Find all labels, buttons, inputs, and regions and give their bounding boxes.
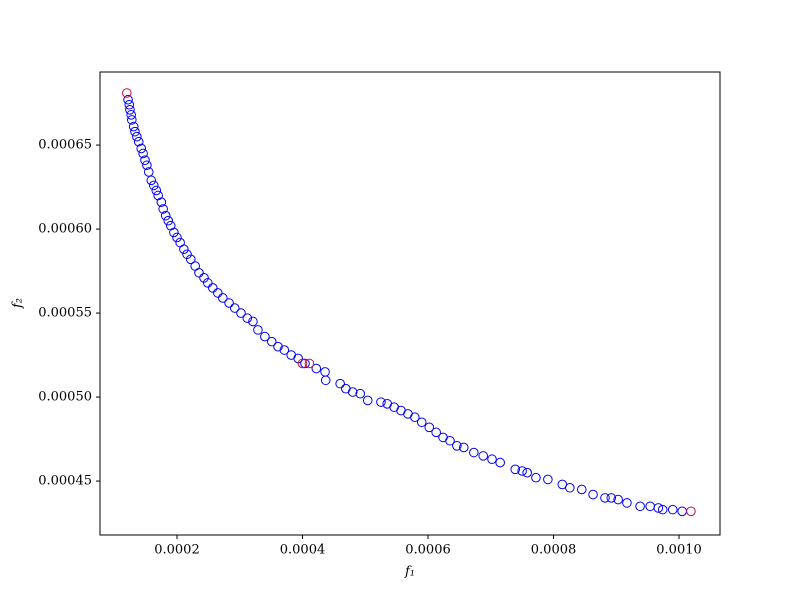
point — [588, 489, 598, 500]
point — [311, 363, 322, 374]
point — [653, 503, 664, 513]
point — [469, 447, 479, 458]
point — [565, 482, 575, 493]
point — [279, 345, 290, 355]
point — [163, 215, 174, 226]
x-tick-label: 0.0006 — [405, 543, 451, 558]
y-tick-label: 0.00045 — [38, 474, 92, 489]
point — [242, 313, 253, 323]
y-tick-label: 0.00060 — [38, 222, 92, 237]
point — [297, 358, 308, 369]
point — [347, 387, 358, 397]
point — [320, 375, 331, 386]
point — [146, 175, 157, 186]
point — [248, 316, 258, 327]
point — [522, 467, 532, 478]
point — [132, 131, 142, 142]
x-tick-label: 0.0004 — [280, 543, 326, 558]
point — [667, 504, 678, 515]
point — [606, 493, 617, 503]
point — [622, 498, 632, 508]
x-tick-label: 0.0010 — [656, 543, 702, 558]
point — [165, 220, 176, 231]
point — [136, 143, 147, 154]
point — [236, 308, 246, 318]
x-tick-label: 0.0008 — [531, 543, 577, 558]
point — [576, 484, 587, 495]
point — [657, 504, 668, 515]
point — [416, 417, 427, 428]
point — [266, 336, 277, 347]
point — [253, 325, 263, 335]
point — [186, 254, 196, 265]
point — [478, 451, 489, 461]
point — [224, 298, 234, 308]
y-tick-label: 0.00050 — [38, 390, 92, 405]
point — [495, 457, 505, 468]
y-tick-label: 0.00065 — [38, 138, 92, 153]
point — [458, 442, 469, 453]
point — [128, 121, 139, 132]
point — [194, 267, 204, 278]
point — [207, 283, 218, 293]
y-axis-label: f₂ — [11, 298, 26, 309]
point — [172, 232, 182, 243]
point — [531, 472, 541, 483]
point — [156, 197, 167, 207]
point — [179, 244, 189, 255]
point — [260, 331, 270, 342]
point — [138, 148, 148, 159]
y-tick-label: 0.00055 — [38, 306, 92, 321]
point — [304, 358, 315, 369]
x-tick-label: 0.0002 — [154, 543, 200, 558]
point — [335, 378, 345, 389]
point — [123, 94, 133, 105]
point — [362, 395, 373, 406]
point — [376, 397, 386, 407]
point — [300, 358, 310, 369]
point — [431, 427, 441, 438]
point — [140, 155, 150, 165]
point — [125, 104, 135, 115]
point — [212, 288, 223, 298]
point — [143, 167, 154, 177]
point — [355, 388, 366, 399]
point — [445, 435, 455, 446]
point — [686, 506, 696, 517]
point — [218, 293, 228, 303]
point — [600, 493, 610, 503]
point — [510, 464, 521, 475]
point — [124, 99, 135, 110]
point — [127, 115, 137, 125]
point — [229, 303, 240, 313]
point — [160, 210, 171, 221]
point — [151, 185, 162, 196]
x-axis-label: f₁ — [404, 565, 415, 580]
point — [148, 180, 159, 191]
point — [487, 454, 497, 465]
point — [133, 136, 144, 147]
point — [613, 494, 623, 505]
point — [424, 422, 435, 433]
point — [142, 160, 152, 171]
point — [202, 278, 213, 288]
point — [517, 466, 527, 476]
plot-frame — [99, 71, 721, 536]
point — [153, 190, 163, 201]
point — [543, 474, 553, 485]
point — [410, 412, 420, 423]
point — [158, 204, 168, 214]
point — [452, 440, 462, 451]
point — [126, 110, 136, 120]
point — [273, 341, 283, 352]
point — [169, 227, 179, 238]
point — [635, 501, 645, 512]
point — [121, 88, 132, 98]
point — [130, 126, 140, 137]
